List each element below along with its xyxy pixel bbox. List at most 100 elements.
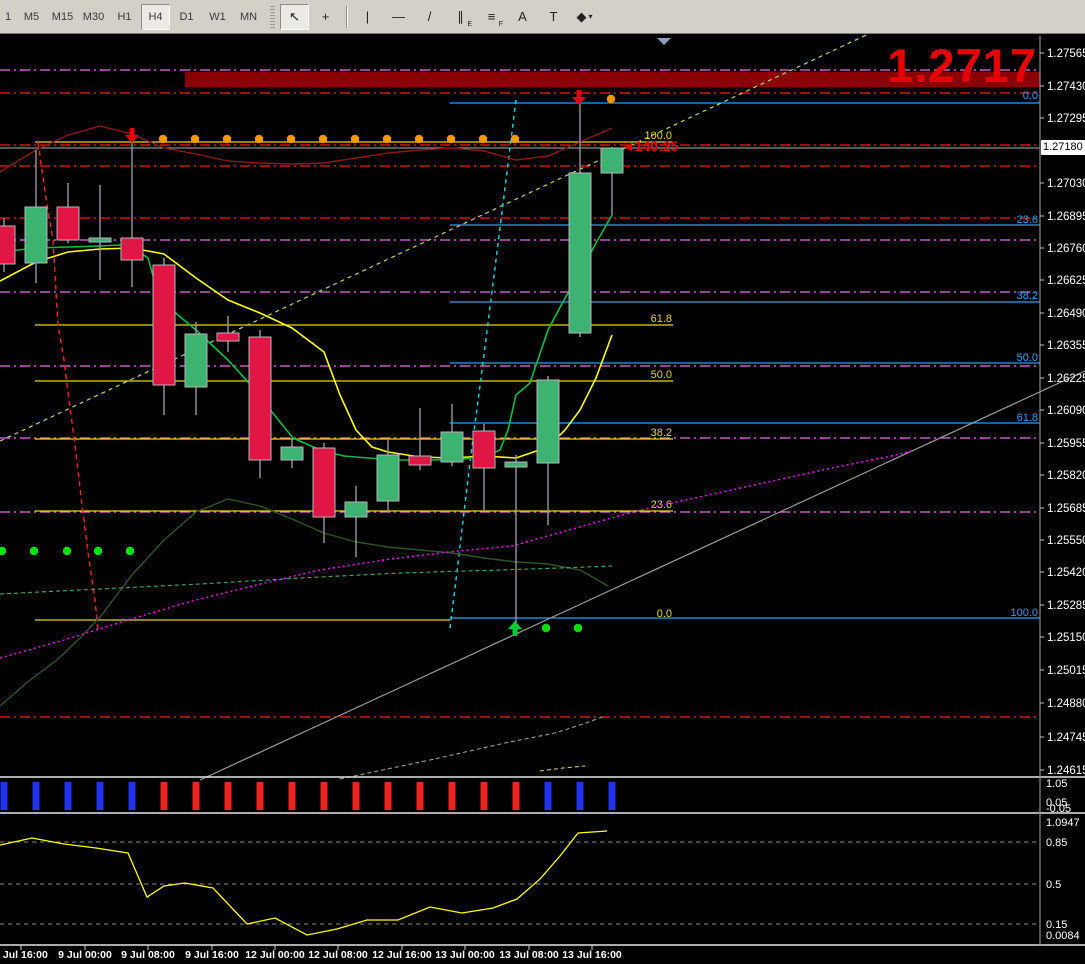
price-axis-label: 1.26895 <box>1047 211 1085 223</box>
price-axis-label: 1.24880 <box>1047 698 1085 710</box>
price-axis-label: 1.26090 <box>1047 405 1085 417</box>
bearish-candle <box>56 206 80 241</box>
histogram-bar <box>608 782 616 810</box>
text-label-tool-button[interactable]: T <box>549 9 558 24</box>
date-axis-label: 9 Jul 16:00 <box>185 949 239 961</box>
vertical-line-tool-button[interactable]: | <box>365 9 370 24</box>
equidistant-channel-tool-button[interactable]: ∥ E <box>457 8 472 28</box>
bullish-candle <box>24 206 48 264</box>
trendline-tool-button[interactable]: / <box>427 9 432 24</box>
timeframe-button-1[interactable]: 1 <box>4 10 12 23</box>
timeframe-button-d1[interactable]: D1 <box>179 10 194 23</box>
green-signal-dot <box>93 546 103 556</box>
price-axis-label: 1.26225 <box>1047 373 1085 385</box>
buy-arrow-icon <box>508 621 522 636</box>
bullish-candle <box>600 147 624 174</box>
histogram-bar <box>96 782 104 810</box>
chart-toolbar: 1 M5 M15 M30 H1 H4 D1 W1 MN ↖ + | — / ∥ E ≡ F A T ◆ ▾ <box>0 0 1085 34</box>
bullish-candle <box>440 431 464 463</box>
fib-blue-label: 23.6 <box>1017 214 1038 226</box>
date-axis-label: 8 Jul 16:00 <box>0 949 48 961</box>
price-axis-label: 1.25150 <box>1047 632 1085 644</box>
bearish-candle <box>0 225 16 265</box>
oscillator-line <box>0 830 608 936</box>
fib-blue-label: 100.0 <box>1010 607 1038 619</box>
sell-arrow-icon <box>125 128 139 143</box>
orange-signal-dot <box>382 134 392 144</box>
price-axis-label: 1.26760 <box>1047 243 1085 255</box>
date-axis-label: 9 Jul 00:00 <box>58 949 112 961</box>
bullish-candle <box>536 379 560 464</box>
histogram-bar <box>480 782 488 810</box>
fib-yellow-label: 0.0 <box>657 608 672 620</box>
fib-blue-label: 0.0 <box>1023 90 1038 102</box>
histogram-bar <box>160 782 168 810</box>
crosshair-tool-button[interactable]: + <box>321 9 330 24</box>
histogram-bar <box>224 782 232 810</box>
histogram-bar <box>256 782 264 810</box>
price-axis-label: 1.25550 <box>1047 535 1085 547</box>
histogram-bar <box>0 782 8 810</box>
price-axis-label: 1.24745 <box>1047 732 1085 744</box>
timeframe-button-mn[interactable]: MN <box>239 10 258 23</box>
long-yellowgreen-dashed-line <box>0 0 942 442</box>
orange-signal-dot <box>414 134 424 144</box>
green-signal-dot <box>0 546 7 556</box>
timeframe-button-group: 1 M5 M15 M30 H1 H4 D1 W1 MN <box>0 0 264 33</box>
indicator2-axis-label: 0.15 <box>1046 919 1067 931</box>
histogram-bar <box>320 782 328 810</box>
fib-blue-label: 61.8 <box>1017 412 1038 424</box>
ma-yellow <box>0 247 613 459</box>
orange-signal-dot <box>350 134 360 144</box>
short-gray-dashed-line <box>339 715 606 780</box>
histogram-bar <box>544 782 552 810</box>
sell-arrow-icon <box>572 90 586 105</box>
green-signal-dot <box>541 623 551 633</box>
orange-signal-dot <box>318 134 328 144</box>
price-axis-label: 1.25955 <box>1047 438 1085 450</box>
bearish-candle <box>408 455 432 466</box>
fib-yellow-label: 61.8 <box>651 313 672 325</box>
bearish-candle <box>216 332 240 342</box>
horizontal-line-tool-button[interactable]: — <box>392 9 405 24</box>
scroll-position-triangle <box>657 38 671 45</box>
timeframe-button-m5[interactable]: M5 <box>23 10 40 23</box>
histogram-bar <box>448 782 456 810</box>
ma-dark-olive <box>0 498 609 707</box>
fibonacci-retracement-tool-button[interactable]: ≡ F <box>487 9 503 28</box>
timeframe-button-m30[interactable]: M30 <box>82 10 105 23</box>
date-axis-label: 12 Jul 00:00 <box>245 949 305 961</box>
ma-green-dashed <box>0 565 613 595</box>
bearish-candle <box>120 237 144 261</box>
fib-blue-label: 38.2 <box>1017 290 1038 302</box>
cursor-tool-button[interactable]: ↖ <box>280 3 309 30</box>
candle-countdown-label: ◄140:25 <box>621 138 679 154</box>
price-axis-label: 1.27565 <box>1047 48 1085 60</box>
price-axis-label: 1.25420 <box>1047 567 1085 579</box>
price-axis-label: 1.27295 <box>1047 113 1085 125</box>
histogram-bar <box>576 782 584 810</box>
orange-signal-dot <box>286 134 296 144</box>
price-axis-label: 1.26355 <box>1047 340 1085 352</box>
current-price-tag: 1.27180 <box>1041 140 1085 155</box>
bearish-candle <box>472 430 496 469</box>
fib-yellow-label: 100.0 <box>644 130 672 142</box>
timeframe-button-m15[interactable]: M15 <box>51 10 74 23</box>
ma-magenta-dotted <box>0 449 916 659</box>
arrows-tool-button[interactable]: ◆ ▾ <box>576 8 593 24</box>
indicator1-axis-label: -0.05 <box>1046 803 1071 815</box>
timeframe-button-h4[interactable]: H4 <box>141 3 170 30</box>
timeframe-button-h1[interactable]: H1 <box>117 10 132 23</box>
indicator2-axis-label: 0.5 <box>1046 879 1061 891</box>
toolbar-separator <box>346 5 347 28</box>
timeframe-button-w1[interactable]: W1 <box>209 10 226 23</box>
indicator2-axis-label: 0.85 <box>1046 837 1067 849</box>
price-axis-label: 1.25015 <box>1047 665 1085 677</box>
date-axis-label: 12 Jul 08:00 <box>308 949 368 961</box>
orange-signal-dot <box>446 134 456 144</box>
bullish-candle <box>376 454 400 502</box>
bullish-candle <box>344 501 368 518</box>
text-tool-button[interactable]: A <box>518 9 527 24</box>
green-signal-dot <box>125 546 135 556</box>
